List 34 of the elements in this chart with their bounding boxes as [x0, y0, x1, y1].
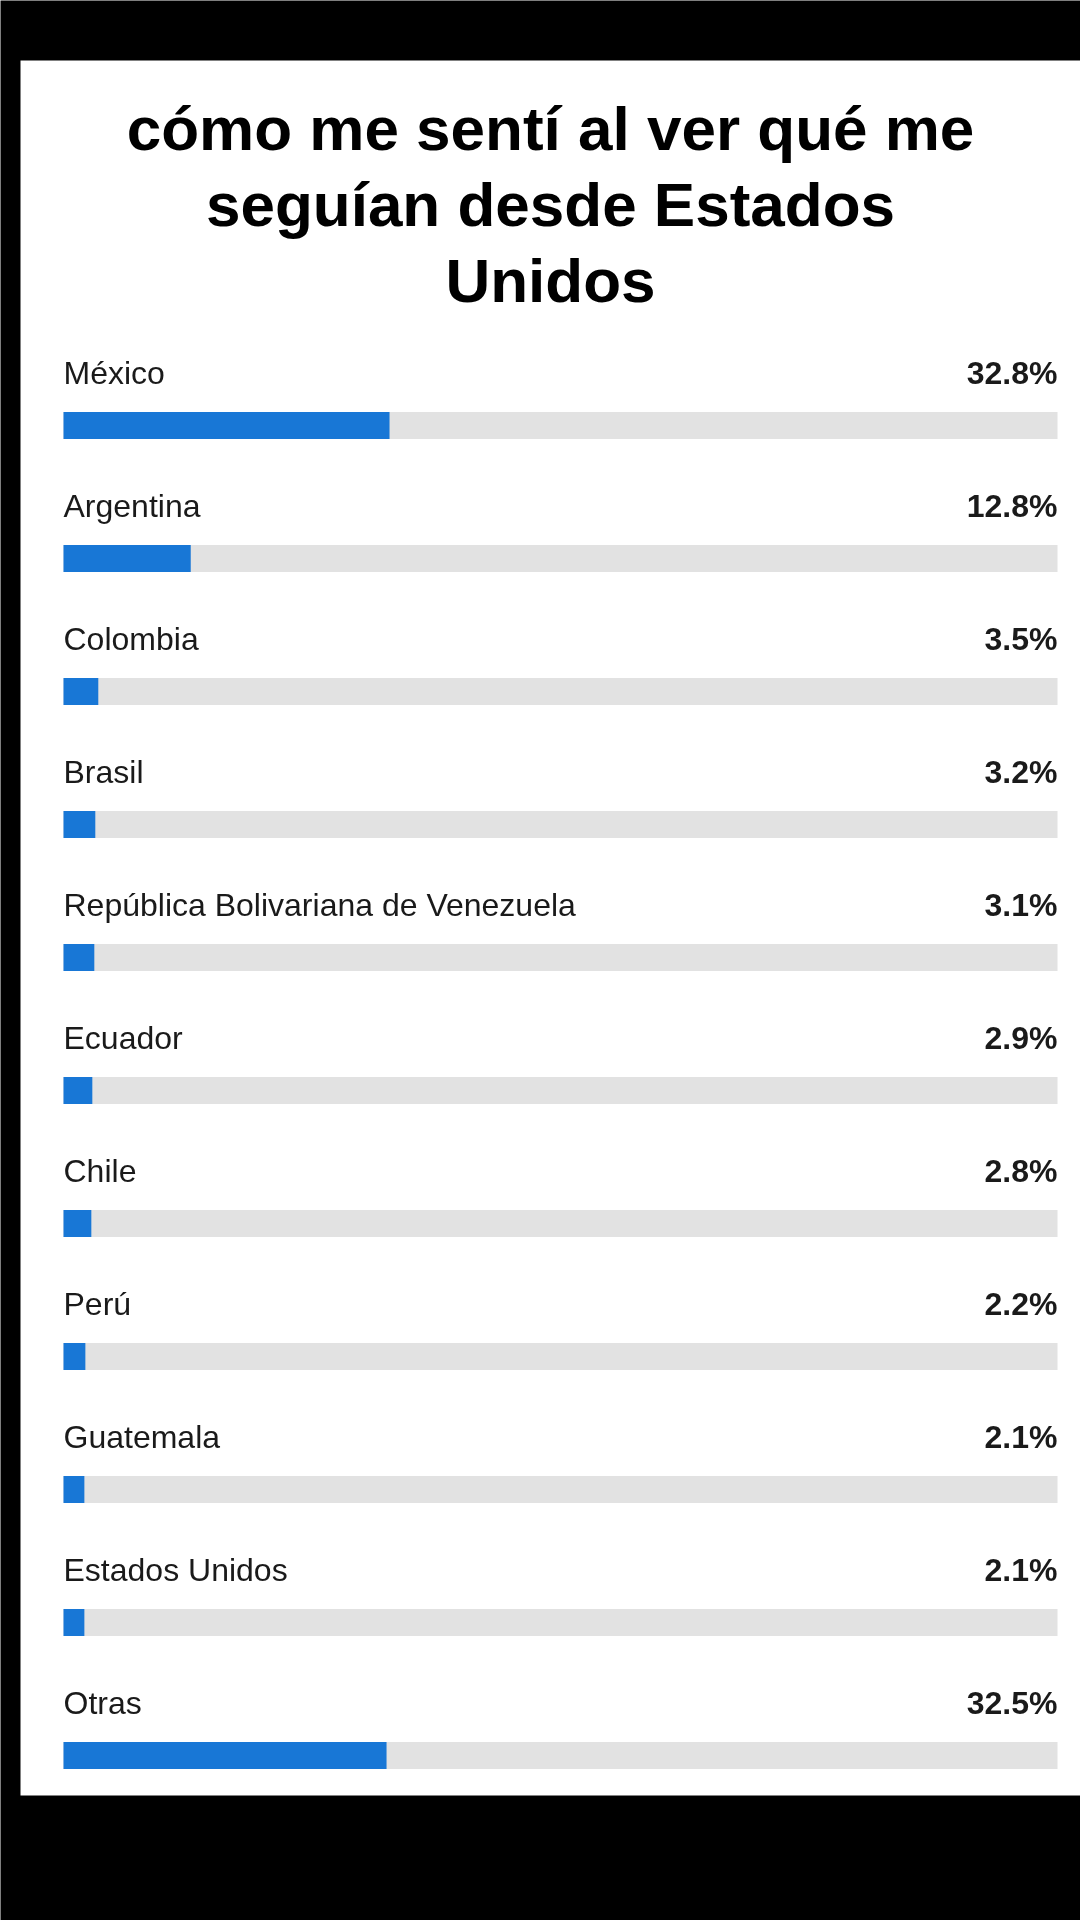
y-tick-label: México — [63, 354, 165, 391]
data-label: 3.5% — [984, 620, 1058, 657]
data-label: 2.2% — [984, 1285, 1058, 1322]
y-tick-label: Chile — [63, 1152, 137, 1189]
bar — [63, 1077, 93, 1104]
bar — [63, 1742, 387, 1769]
data-label: 2.1% — [984, 1551, 1058, 1588]
y-tick-label: Ecuador — [63, 1019, 184, 1056]
y-tick-label: Perú — [63, 1285, 132, 1322]
data-label: 3.2% — [984, 753, 1058, 790]
bar — [63, 1609, 85, 1636]
chart-title: cómo me sentí al ver qué me seguían desde Estados Unidos — [126, 94, 975, 315]
bar — [63, 1476, 85, 1503]
y-tick-label: Argentina — [63, 487, 201, 524]
y-tick-label: República Bolivariana de Venezuela — [63, 886, 577, 923]
y-tick-label: Colombia — [63, 620, 199, 657]
bar — [63, 811, 96, 838]
y-tick-label: Estados Unidos — [63, 1551, 288, 1588]
bar — [63, 412, 390, 439]
data-label: 32.5% — [966, 1684, 1058, 1721]
bar — [63, 1210, 92, 1237]
y-tick-label: Brasil — [63, 753, 144, 790]
bar — [63, 1343, 86, 1370]
bar — [63, 678, 99, 705]
data-label: 3.1% — [984, 886, 1058, 923]
data-label: 32.8% — [966, 354, 1058, 391]
data-label: 2.1% — [984, 1418, 1058, 1455]
data-label: 12.8% — [966, 487, 1058, 524]
bar — [63, 944, 95, 971]
y-tick-label: Guatemala — [63, 1418, 221, 1455]
bar — [63, 545, 191, 572]
y-tick-label: Otras — [63, 1684, 142, 1721]
data-label: 2.9% — [984, 1019, 1058, 1056]
data-label: 2.8% — [984, 1152, 1058, 1189]
